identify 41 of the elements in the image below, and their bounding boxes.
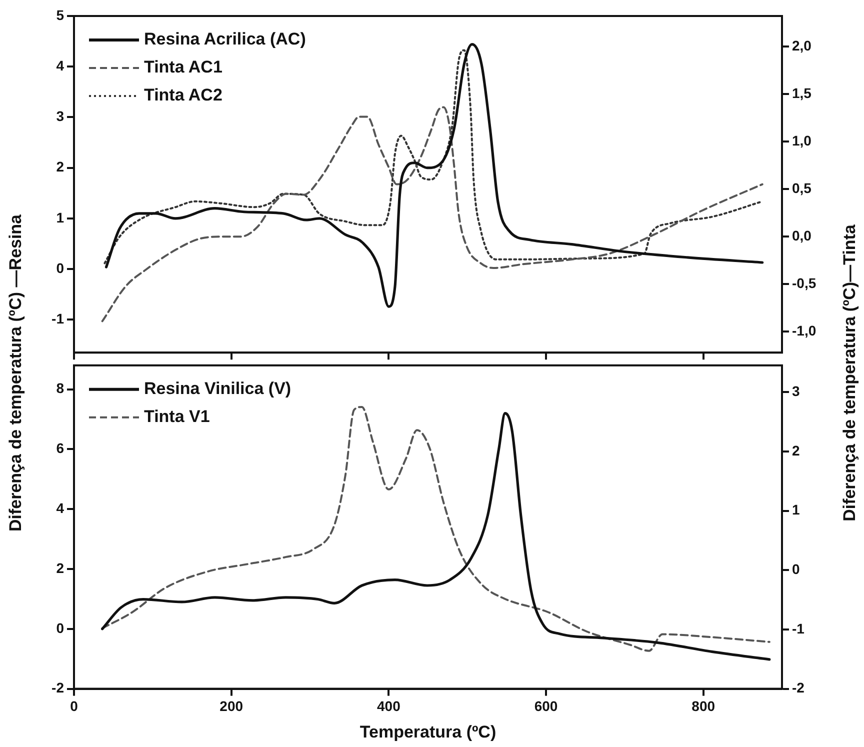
y-tick-label: -1 (52, 310, 64, 327)
y-tick-label: 0 (56, 260, 64, 276)
x-tick-label: 200 (220, 698, 244, 714)
y2-tick-label: 0,5 (792, 180, 812, 196)
legend-label: Tinta AC2 (144, 86, 222, 105)
y-tick-label: 6 (56, 440, 64, 456)
y2-tick-label: -2 (792, 680, 805, 696)
x-axis-title: Temperatura (ºC) (360, 722, 496, 742)
y2-tick-label: -1,0 (792, 322, 816, 339)
y-tick-label: 2 (56, 560, 64, 576)
legend-label: Tinta AC1 (144, 58, 222, 77)
legend-label: Tinta V1 (144, 407, 210, 426)
y2-tick-label: 3 (792, 382, 800, 399)
y-tick-label: 8 (56, 380, 64, 396)
y2-tick-label: 1,5 (792, 84, 812, 101)
y2-tick-label: 2 (792, 442, 800, 458)
y-tick-label: 1 (56, 209, 64, 226)
y2-tick-label: 2,0 (792, 37, 812, 54)
line-series (101, 106, 764, 322)
x-tick-label: 400 (376, 698, 401, 714)
x-tick-label: 600 (534, 698, 558, 714)
y-tick-label: 4 (56, 500, 64, 516)
x-tick-label: 800 (692, 698, 716, 714)
y2-axis-title: Diferença de temperatura (ºC)—Tinta (840, 224, 860, 522)
y-tick-label: 4 (56, 57, 64, 74)
y2-tick-label: 0,0 (792, 227, 812, 244)
y-axis-title: Diferença de temperatura (ºC) —Resina (6, 214, 26, 532)
x-tick-label: 0 (70, 698, 78, 714)
y2-tick-label: 0 (792, 560, 800, 577)
y-tick-label: 0 (56, 620, 64, 636)
y2-tick-label: -1 (792, 620, 805, 636)
y-tick-label: -2 (52, 680, 64, 696)
y2-tick-label: 1 (792, 502, 800, 518)
y2-tick-label: -0,5 (792, 275, 816, 291)
y-tick-label: 3 (56, 108, 64, 124)
legend-label: Resina Vinilica (V) (144, 379, 292, 398)
y2-tick-label: 1,0 (792, 132, 812, 148)
y-tick-label: 2 (56, 158, 64, 175)
line-series (104, 49, 764, 264)
legend-label: Resina Acrilica (AC) (144, 30, 306, 49)
y-tick-label: 5 (56, 6, 64, 23)
